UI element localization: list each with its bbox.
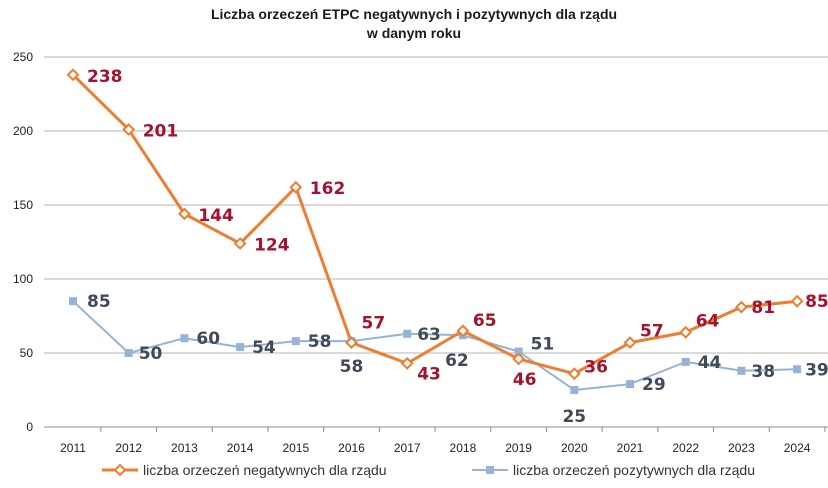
data-label-negative: 43	[417, 364, 441, 384]
point-negative	[679, 325, 693, 339]
point-negative	[289, 180, 303, 194]
x-axis: 2011 2012 2013 2014 2015 2016 2017 2018 2019 2020…	[60, 427, 826, 455]
y-tick-label: 200	[13, 124, 33, 138]
x-tick-label: 2013	[171, 441, 198, 455]
x-tick-label: 2015	[282, 441, 309, 455]
x-tick-label: 2020	[561, 441, 588, 455]
point-positive	[514, 347, 523, 356]
point-negative	[233, 237, 247, 250]
x-tick-label: 2011	[60, 441, 86, 455]
point-negative	[66, 68, 80, 82]
point-negative	[567, 367, 581, 381]
legend-negative-marker	[113, 463, 127, 477]
data-label-positive: 58	[340, 357, 364, 377]
data-label-positive: 85	[87, 292, 111, 312]
data-label-positive: 39	[805, 360, 828, 380]
x-tick-label: 2023	[728, 441, 755, 455]
data-label-negative: 65	[473, 311, 497, 331]
point-positive	[793, 365, 802, 374]
data-label-positive: 25	[562, 407, 586, 427]
x-tick-label: 2012	[115, 441, 142, 455]
data-label-positive: 44	[698, 353, 722, 373]
chart-title-line-2: w danym roku	[366, 25, 461, 41]
point-positive	[69, 297, 77, 306]
x-tick-label: 2019	[505, 441, 532, 455]
point-negative	[512, 352, 526, 366]
legend-positive-label: liczba orzeczeń pozytywnych dla rządu	[513, 462, 755, 478]
legend-positive-marker	[486, 466, 494, 474]
legend: liczba orzeczeń negatywnych dla rządu li…	[102, 462, 755, 478]
data-label-negative: 57	[640, 322, 664, 342]
point-positive	[681, 357, 690, 366]
y-tick-label: 150	[13, 198, 33, 212]
y-tick-label: 250	[13, 50, 33, 64]
point-positive	[291, 337, 300, 346]
y-tick-label: 100	[13, 272, 33, 286]
point-positive	[124, 349, 133, 357]
point-negative	[623, 336, 637, 350]
point-negative	[734, 300, 748, 314]
data-label-negative: 36	[584, 358, 608, 378]
point-negative	[122, 123, 136, 136]
series-lines	[71, 73, 798, 391]
point-negative	[177, 207, 191, 221]
point-negative	[790, 294, 804, 308]
chart-title-line-1: Liczba orzeczeń ETPC negatywnych i pozyt…	[211, 6, 617, 22]
data-label-negative: 162	[310, 179, 346, 199]
data-label-positive: 51	[531, 335, 555, 355]
data-label-positive: 50	[139, 344, 163, 364]
data-label-negative: 124	[254, 235, 290, 255]
data-labels: 238 201 144 124 162 57 43 65 46 36 57 64 81 85 85 50 60 5…	[87, 67, 828, 427]
data-label-positive: 58	[308, 332, 332, 352]
x-tick-label: 2018	[450, 441, 477, 455]
y-axis: 0 50 100 150 200 250	[13, 50, 33, 434]
data-label-negative: 85	[805, 292, 828, 312]
point-negative	[345, 336, 358, 350]
x-tick-label: 2022	[672, 441, 699, 455]
data-label-negative: 57	[362, 314, 386, 334]
series-line-negative	[71, 73, 798, 376]
x-tick-label: 2024	[784, 441, 811, 455]
data-label-positive: 60	[196, 329, 220, 349]
point-positive	[737, 366, 746, 375]
x-tick-label: 2017	[394, 441, 421, 455]
series-markers	[66, 68, 804, 394]
y-tick-label: 50	[20, 346, 34, 360]
data-label-positive: 54	[252, 338, 276, 358]
series-line-positive	[72, 300, 798, 391]
x-tick-label: 2016	[338, 441, 365, 455]
x-tick-label: 2021	[617, 441, 644, 455]
data-label-positive: 62	[445, 351, 469, 371]
point-negative	[456, 324, 470, 338]
data-label-positive: 63	[417, 325, 441, 345]
data-label-negative: 201	[143, 122, 179, 142]
data-label-negative: 64	[696, 311, 720, 331]
point-positive	[570, 386, 579, 394]
point-positive	[236, 343, 245, 352]
data-label-positive: 38	[751, 362, 775, 382]
x-tick-label: 2014	[227, 441, 254, 455]
point-positive	[403, 329, 412, 338]
data-label-positive: 29	[642, 375, 666, 395]
gridlines	[44, 56, 828, 428]
point-positive	[626, 380, 634, 389]
y-tick-label: 0	[26, 420, 33, 434]
data-label-negative: 238	[87, 67, 123, 87]
legend-negative-label: liczba orzeczeń negatywnych dla rządu	[143, 462, 387, 478]
data-label-negative: 81	[751, 298, 775, 318]
point-negative	[400, 356, 414, 370]
data-label-negative: 46	[513, 370, 537, 390]
point-positive	[180, 334, 189, 343]
data-label-negative: 144	[198, 206, 234, 226]
